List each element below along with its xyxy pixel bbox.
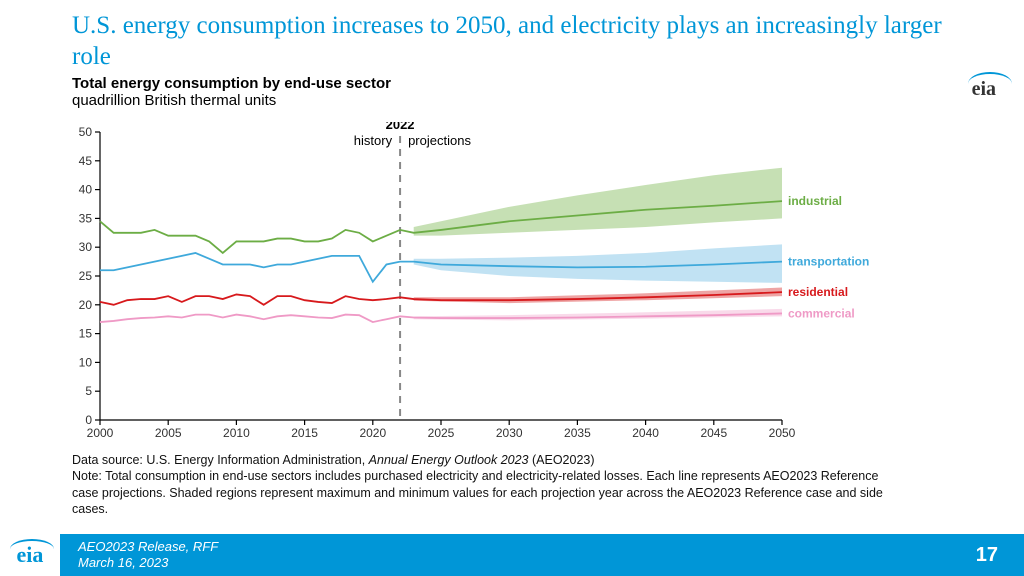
svg-text:2040: 2040 bbox=[632, 426, 659, 440]
svg-text:commercial: commercial bbox=[788, 306, 855, 320]
svg-text:history: history bbox=[354, 133, 393, 148]
chart-footnote: Data source: U.S. Energy Information Adm… bbox=[72, 452, 902, 517]
svg-text:2010: 2010 bbox=[223, 426, 250, 440]
svg-text:35: 35 bbox=[79, 211, 93, 225]
svg-text:2000: 2000 bbox=[87, 426, 114, 440]
svg-text:projections: projections bbox=[408, 133, 471, 148]
chart-title: Total energy consumption by end-use sect… bbox=[72, 75, 1024, 92]
svg-text:transportation: transportation bbox=[788, 255, 869, 269]
svg-text:0: 0 bbox=[85, 413, 92, 427]
slide-footer: eia AEO2023 Release, RFFMarch 16, 2023 1… bbox=[0, 534, 1024, 576]
svg-text:2015: 2015 bbox=[291, 426, 318, 440]
svg-text:2035: 2035 bbox=[564, 426, 591, 440]
svg-text:10: 10 bbox=[79, 355, 93, 369]
page-number: 17 bbox=[976, 544, 998, 567]
svg-text:2005: 2005 bbox=[155, 426, 182, 440]
svg-text:5: 5 bbox=[85, 384, 92, 398]
svg-text:40: 40 bbox=[79, 183, 93, 197]
svg-text:25: 25 bbox=[79, 269, 93, 283]
energy-consumption-chart: 0510152025303540455020002005201020152020… bbox=[72, 122, 882, 442]
svg-text:2050: 2050 bbox=[769, 426, 796, 440]
svg-text:residential: residential bbox=[788, 285, 848, 299]
svg-text:2022: 2022 bbox=[386, 122, 415, 132]
eia-logo-footer: eia bbox=[0, 534, 60, 576]
svg-text:15: 15 bbox=[79, 327, 93, 341]
svg-text:2020: 2020 bbox=[359, 426, 386, 440]
footer-text: AEO2023 Release, RFFMarch 16, 2023 bbox=[78, 539, 218, 572]
eia-logo-top: eia bbox=[972, 78, 996, 101]
svg-text:2030: 2030 bbox=[496, 426, 523, 440]
svg-text:20: 20 bbox=[79, 298, 93, 312]
svg-text:2045: 2045 bbox=[700, 426, 727, 440]
chart-units: quadrillion British thermal units bbox=[72, 92, 1024, 109]
svg-text:50: 50 bbox=[79, 125, 93, 139]
svg-text:45: 45 bbox=[79, 154, 93, 168]
svg-text:industrial: industrial bbox=[788, 194, 842, 208]
svg-text:2025: 2025 bbox=[428, 426, 455, 440]
svg-text:30: 30 bbox=[79, 240, 93, 254]
slide-title: U.S. energy consumption increases to 205… bbox=[0, 0, 1024, 75]
